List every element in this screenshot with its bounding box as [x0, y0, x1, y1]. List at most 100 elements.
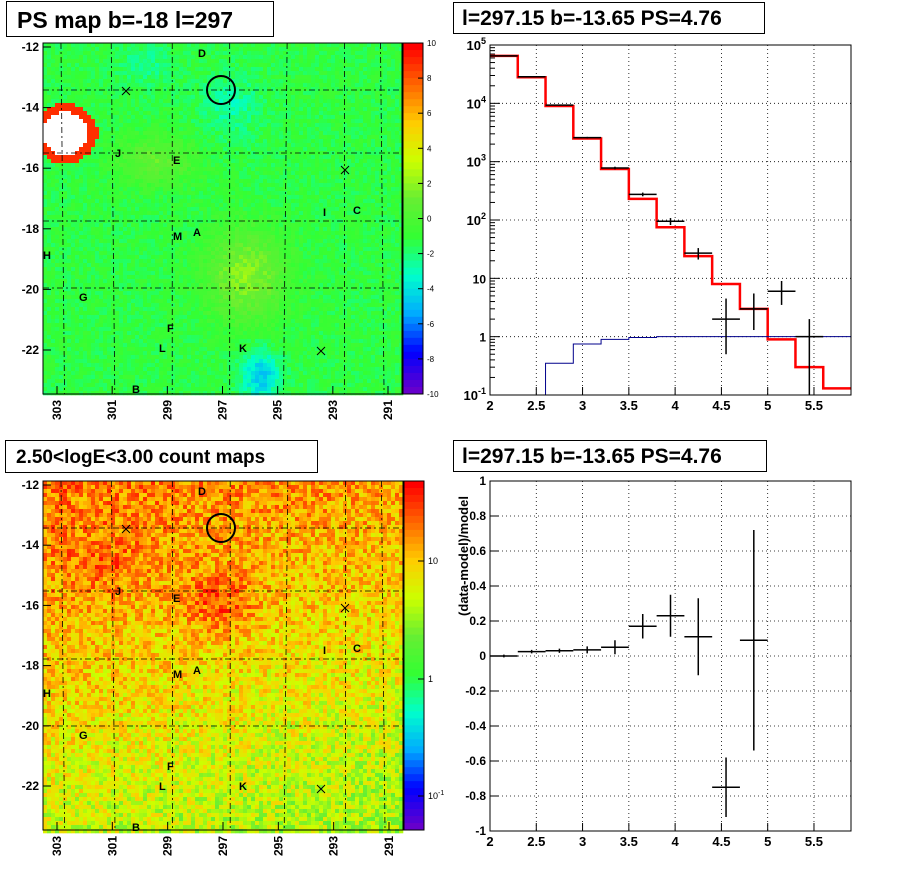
- cross-marker: [316, 784, 326, 794]
- spectrum-frame: [489, 44, 852, 396]
- map-y-tick-label: -22: [22, 779, 40, 793]
- count-map-title: 2.50<logE<3.00 count maps: [5, 440, 318, 473]
- source-label-F: F: [167, 323, 174, 335]
- residual-x-tick-label: 3.5: [620, 834, 638, 849]
- source-label-I: I: [323, 645, 326, 657]
- map-y-tick-label: -14: [22, 101, 40, 115]
- residual-x-tick-label: 5.5: [805, 834, 823, 849]
- map-y-tick-label: -14: [22, 538, 40, 552]
- source-label-D: D: [198, 48, 206, 60]
- source-label-L: L: [159, 343, 166, 355]
- source-label-L: L: [159, 781, 166, 793]
- spectrum-x-tick-label: 2: [486, 398, 493, 413]
- source-label-H: H: [43, 688, 51, 700]
- residual-y-tick-label: 0.4: [469, 579, 486, 593]
- cross-marker: [121, 86, 131, 96]
- spectrum-y-tick-label: 10-1: [464, 386, 486, 403]
- residual-y-tick-label: 0.6: [469, 544, 486, 558]
- map-y-tick-label: -20: [22, 719, 40, 733]
- spectrum-y-tick-label: 1: [479, 331, 486, 345]
- ps-map-title: PS map b=-18 l=297: [6, 1, 274, 37]
- source-label-C: C: [353, 205, 361, 217]
- cross-marker: [121, 524, 131, 534]
- colorbar-tick-label: -6: [427, 320, 435, 329]
- spectrum-x-tick-label: 5: [764, 398, 771, 413]
- residual-x-tick-label: 2.5: [527, 834, 545, 849]
- map-y-tick-label: -16: [22, 598, 40, 612]
- map-y-tick-label: -12: [22, 478, 40, 492]
- colorbar-tick-label: 10: [427, 39, 436, 48]
- count-map-image: [42, 480, 404, 834]
- map-x-tick-label: 295: [271, 400, 285, 420]
- source-label-J: J: [115, 148, 121, 160]
- residual-plot: [489, 480, 852, 832]
- colorbar-tick-label: -8: [427, 355, 435, 364]
- source-label-K: K: [239, 343, 247, 355]
- source-label-E: E: [173, 155, 180, 167]
- source-label-B: B: [132, 822, 140, 834]
- residual-y-tick-label: -0.2: [465, 684, 486, 698]
- residual-x-tick-label: 3: [579, 834, 586, 849]
- source-label-A: A: [193, 665, 201, 677]
- map-x-tick-label: 301: [105, 836, 119, 856]
- residual-x-tick-label: 4: [672, 834, 680, 849]
- colorbar-tick-label: 0: [427, 215, 432, 224]
- residual-title: l=297.15 b=-13.65 PS=4.76: [453, 440, 767, 472]
- ps-map-image: [42, 42, 404, 396]
- source-label-K: K: [239, 781, 247, 793]
- source-label-G: G: [79, 730, 88, 742]
- roi-circle: [206, 75, 236, 105]
- map-y-tick-label: -22: [22, 343, 40, 357]
- map-x-tick-label: 299: [161, 836, 175, 856]
- spectrum-x-tick-label: 4.5: [712, 398, 730, 413]
- source-label-I: I: [323, 207, 326, 219]
- residual-y-tick-label: -0.4: [465, 719, 486, 733]
- spectrum-y-tick-label: 104: [467, 94, 486, 111]
- spectrum-y-tick-label: 102: [467, 211, 486, 228]
- map-x-tick-label: 293: [327, 836, 341, 856]
- source-label-A: A: [193, 227, 201, 239]
- colorbar: [402, 42, 424, 395]
- map-x-tick-label: 303: [50, 836, 64, 856]
- colorbar-tick-label: 4: [427, 144, 432, 153]
- spectrum-x-tick-label: 4: [672, 398, 680, 413]
- colorbar-tick-label: 10: [428, 556, 438, 566]
- residual-frame: [489, 480, 852, 832]
- spectrum-x-tick-label: 3: [579, 398, 586, 413]
- source-label-J: J: [115, 586, 121, 598]
- map-y-tick-label: -16: [22, 161, 40, 175]
- source-label-G: G: [79, 292, 88, 304]
- source-label-E: E: [173, 593, 180, 605]
- spectrum-x-tick-label: 5.5: [805, 398, 823, 413]
- source-label-M: M: [173, 669, 182, 681]
- map-x-tick-label: 291: [382, 836, 396, 856]
- residual-x-tick-label: 2: [486, 834, 493, 849]
- colorbar-tick-label: 1: [428, 674, 433, 684]
- map-y-tick-label: -12: [22, 40, 40, 54]
- map-x-tick-label: 295: [271, 836, 285, 856]
- residual-x-tick-label: 5: [764, 834, 771, 849]
- spectrum-plot: [489, 44, 852, 396]
- spectrum-x-tick-label: 2.5: [527, 398, 545, 413]
- roi-circle: [206, 513, 236, 543]
- source-label-C: C: [353, 643, 361, 655]
- residual-y-tick-label: -1: [475, 824, 486, 838]
- spectrum-x-tick-label: 3.5: [620, 398, 638, 413]
- map-x-tick-label: 299: [160, 400, 174, 420]
- map-x-tick-label: 291: [381, 400, 395, 420]
- colorbar-tick-label: -4: [427, 285, 435, 294]
- colorbar-tick-label: 10-1: [428, 790, 444, 801]
- map-x-tick-label: 301: [105, 400, 119, 420]
- colorbar-tick-label: 2: [427, 179, 432, 188]
- source-label-F: F: [167, 761, 174, 773]
- cross-marker: [340, 603, 350, 613]
- colorbar-tick-label: -2: [427, 250, 435, 259]
- residual-y-tick-label: -0.8: [465, 789, 486, 803]
- cross-marker: [316, 346, 326, 356]
- source-label-H: H: [43, 250, 51, 262]
- map-x-tick-label: 293: [326, 400, 340, 420]
- model-source-line: [490, 336, 851, 396]
- residual-y-tick-label: 0.2: [469, 614, 486, 628]
- residual-x-tick-label: 4.5: [712, 834, 730, 849]
- map-x-tick-label: 297: [216, 400, 230, 420]
